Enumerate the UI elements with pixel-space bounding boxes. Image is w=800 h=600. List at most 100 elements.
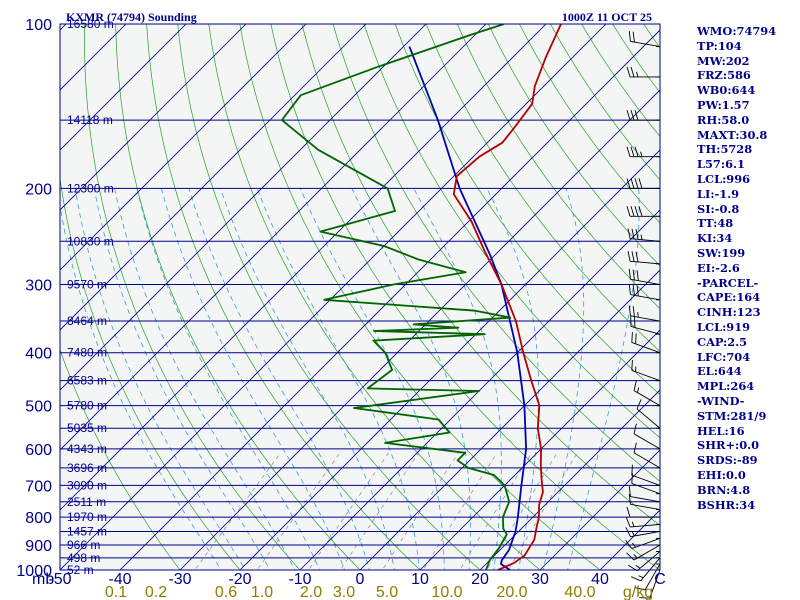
wind-barb	[628, 486, 661, 503]
index-line: FRZ:586	[697, 68, 751, 83]
barb-flag	[626, 178, 631, 189]
isotherm	[60, 24, 307, 271]
barb-flag	[630, 206, 635, 217]
barb-half-flag	[633, 554, 638, 559]
temperature-unit-label: C	[654, 571, 666, 588]
barb-flag	[630, 110, 635, 121]
temperature-tick-label: 30	[531, 571, 549, 588]
moist-adiabat	[256, 188, 420, 570]
barb-flag	[636, 399, 642, 410]
barb-staff	[640, 557, 661, 582]
barb-flag	[628, 493, 631, 505]
plot-background	[60, 24, 660, 570]
barb-half-flag	[638, 575, 644, 579]
moist-adiabat	[351, 188, 471, 570]
index-line: SI:-0.8	[697, 201, 740, 216]
height-label: 16580 m	[67, 17, 114, 31]
height-label: 4343 m	[67, 442, 107, 456]
index-line: TP:104	[697, 38, 742, 53]
barb-flag	[633, 380, 637, 391]
height-label: 5035 m	[67, 421, 107, 435]
mixing-ratio-unit-label: g/kg	[623, 584, 653, 600]
dry-adiabat	[394, 24, 660, 396]
wind-barb	[626, 66, 660, 78]
barb-flag	[634, 110, 639, 121]
wind-barb	[626, 206, 660, 217]
barb-flag	[631, 473, 633, 484]
index-line: RH:58.0	[697, 112, 750, 127]
isotherm	[60, 24, 367, 331]
barb-staff	[633, 433, 661, 450]
height-label: 498 m	[67, 551, 100, 565]
mixing-ratio-line	[486, 452, 558, 570]
barb-staff	[633, 390, 661, 407]
dry-adiabat	[332, 24, 660, 482]
index-line: CINH:123	[697, 305, 761, 320]
wind-barb	[630, 557, 661, 582]
barb-flag	[630, 66, 635, 78]
wind-barb	[625, 517, 661, 528]
index-line: WMO:74794	[697, 24, 777, 38]
barb-flag	[626, 110, 631, 121]
index-line: MW:202	[697, 53, 750, 68]
barb-flag	[626, 552, 635, 561]
isotherm	[60, 24, 547, 511]
index-panel: WMO:74794 TP:104 MW:202 FRZ:586 WB0:644 PW:1.…	[697, 24, 800, 512]
mixing-ratio-label: 0.6	[215, 584, 237, 600]
pressure-tick-label: 400	[25, 346, 52, 363]
height-label: 52 m	[67, 563, 94, 577]
index-line: KI:34	[697, 231, 733, 246]
wind-barb	[626, 110, 660, 121]
temperature-tick-label: 40	[591, 571, 609, 588]
isotherm	[119, 29, 660, 570]
wind-barb	[627, 250, 661, 265]
wind-barb	[631, 359, 661, 382]
barb-flag	[634, 178, 639, 189]
wind-barb	[626, 544, 661, 561]
barb-flag	[628, 305, 631, 316]
barb-staff	[633, 544, 661, 561]
wind-barb	[633, 423, 661, 450]
isotherm	[539, 449, 660, 570]
barb-flag	[639, 597, 650, 599]
valid-time: 1000Z 11 OCT 25	[562, 10, 652, 24]
barb-flag	[636, 270, 639, 281]
dry-adiabat	[488, 24, 660, 267]
barb-half-flag	[635, 564, 641, 569]
wind-barb	[628, 268, 661, 285]
barb-staff	[630, 531, 661, 538]
mixing-ratio-label: 20.0	[496, 584, 527, 600]
moist-adiabat	[188, 188, 370, 570]
wind-barb	[627, 228, 661, 242]
barb-half-flag	[637, 387, 640, 393]
mixing-ratio-label: 1.0	[251, 584, 273, 600]
mixing-ratio-line	[339, 452, 420, 570]
barb-flag	[626, 206, 631, 217]
isotherm	[0, 24, 6, 570]
temperature-tick-label: 10	[411, 571, 429, 588]
mixing-ratio-label: 10.0	[431, 584, 462, 600]
dewpoint-trace	[281, 24, 512, 570]
height-label: 14118 m	[67, 113, 113, 127]
dry-adiabat	[550, 24, 660, 181]
isotherm	[60, 24, 187, 151]
index-line: BSHR:34	[697, 497, 756, 512]
height-label: 7480 m	[67, 346, 107, 360]
barb-flag	[631, 332, 633, 343]
barb-flag	[634, 206, 639, 217]
wind-barb	[626, 506, 660, 518]
wind-barb	[631, 464, 661, 486]
pressure-unit-label: mb	[32, 571, 54, 588]
moist-adiabat	[74, 188, 247, 570]
barb-flag	[631, 251, 635, 262]
barb-staff	[631, 474, 661, 486]
temperature-tick-label: -10	[288, 571, 311, 588]
wind-barb	[626, 146, 660, 158]
barb-flag	[632, 306, 635, 317]
moist-adiabat	[299, 188, 445, 570]
barb-flag	[626, 146, 631, 157]
mixing-ratio-label: 40.0	[564, 584, 595, 600]
index-line: TH:5728	[697, 142, 753, 157]
index-line: SRDS:-89	[697, 453, 758, 468]
pressure-tick-label: 900	[25, 538, 52, 555]
